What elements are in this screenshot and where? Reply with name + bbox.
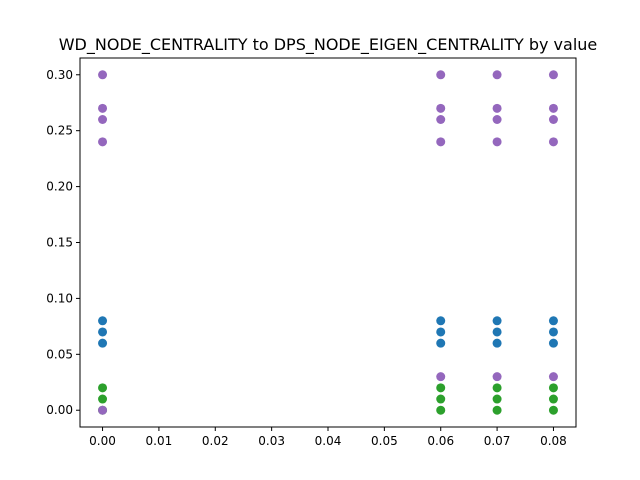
data-point: [492, 394, 502, 404]
series-1: [98, 383, 558, 415]
y-tick-label: 0.00: [46, 403, 73, 417]
data-point: [436, 115, 446, 124]
x-tick-label: 0.05: [371, 434, 398, 448]
data-point: [548, 372, 558, 382]
y-tick-label: 0.20: [46, 180, 73, 194]
data-point: [436, 372, 446, 382]
data-point: [548, 394, 558, 404]
data-point: [98, 316, 108, 326]
plot-frame: [79, 57, 577, 428]
data-point: [98, 137, 108, 147]
data-point: [436, 394, 446, 404]
data-point: [492, 115, 502, 124]
data-point: [436, 70, 446, 80]
data-point: [98, 405, 108, 415]
data-point: [548, 70, 558, 80]
data-point: [436, 338, 446, 348]
data-point: [98, 327, 108, 337]
y-tick-label: 0.05: [46, 347, 73, 361]
data-point: [548, 137, 558, 147]
x-axis: 0.00 0.01 0.02 0.03 0.04 0.05 0.06 0.07 0.08: [89, 427, 567, 448]
data-point: [492, 70, 502, 80]
data-point: [436, 327, 446, 337]
x-tick-label: 0.08: [540, 434, 567, 448]
data-point: [492, 137, 502, 147]
data-point: [548, 103, 558, 113]
data-point: [98, 338, 108, 348]
data-point: [98, 103, 108, 113]
data-point: [436, 103, 446, 113]
x-tick-label: 0.02: [202, 434, 229, 448]
series-0: [98, 316, 558, 348]
x-tick-label: 0.00: [89, 434, 116, 448]
x-tick-label: 0.06: [427, 434, 454, 448]
data-point: [548, 338, 558, 348]
y-axis: 0.00 0.05 0.10 0.15 0.20 0.25 0.30: [46, 68, 80, 417]
x-tick-label: 0.01: [146, 434, 173, 448]
data-point: [548, 405, 558, 415]
data-point: [548, 327, 558, 337]
data-point: [98, 70, 108, 80]
data-point: [492, 383, 502, 393]
data-point: [548, 115, 558, 124]
y-tick-label: 0.30: [46, 68, 73, 82]
data-point: [492, 327, 502, 337]
data-point: [492, 338, 502, 348]
x-tick-label: 0.03: [258, 434, 285, 448]
y-tick-label: 0.25: [46, 124, 73, 138]
x-tick-label: 0.07: [484, 434, 511, 448]
data-point: [548, 383, 558, 393]
y-tick-label: 0.15: [46, 236, 73, 250]
chart-title: WD_NODE_CENTRALITY to DPS_NODE_EIGEN_CEN…: [59, 35, 598, 55]
series-2: [98, 70, 558, 415]
data-point: [492, 103, 502, 113]
points-layer: [98, 70, 558, 415]
data-point: [98, 383, 108, 393]
data-point: [436, 405, 446, 415]
data-point: [98, 115, 108, 124]
x-tick-label: 0.04: [315, 434, 342, 448]
data-point: [492, 316, 502, 326]
data-point: [436, 383, 446, 393]
data-point: [548, 316, 558, 326]
y-tick-label: 0.10: [46, 291, 73, 305]
data-point: [492, 405, 502, 415]
data-point: [98, 394, 108, 404]
data-point: [436, 137, 446, 147]
data-point: [492, 372, 502, 382]
data-point: [436, 316, 446, 326]
